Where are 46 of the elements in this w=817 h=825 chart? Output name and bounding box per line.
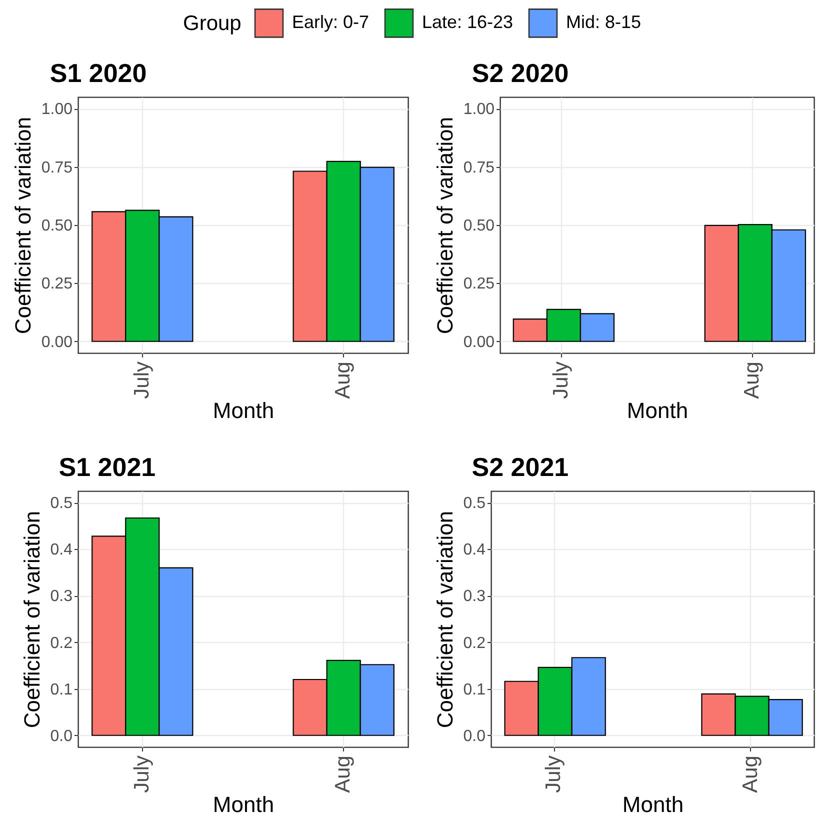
chart-title: S1 2020 (50, 58, 147, 88)
x-tick-label: Aug (740, 362, 764, 399)
y-tick-label: 0.0 (50, 728, 73, 745)
y-tick-label: 0.2 (463, 634, 486, 652)
y-tick-label: 0.3 (463, 588, 486, 606)
y-tick-label: 0.25 (41, 276, 73, 293)
x-tick-label: July (130, 755, 154, 793)
y-tick-label: 0.50 (41, 218, 73, 234)
legend-label: Late: 16-23 (422, 12, 514, 32)
x-axis-title: Month (212, 792, 274, 817)
y-tick-label: 1.00 (41, 101, 73, 118)
y-tick-label: 1.00 (463, 101, 495, 118)
x-tick-label: Aug (332, 756, 355, 793)
x-axis-title: Month (626, 398, 688, 423)
y-tick-label: 0.5 (463, 495, 486, 512)
x-axis-title: Month (622, 792, 684, 817)
y-tick-label: 0.25 (463, 276, 495, 293)
x-tick-label: Aug (738, 756, 762, 793)
y-tick-label: 0.5 (50, 495, 73, 512)
y-tick-label: 0.75 (41, 159, 73, 176)
y-tick-label: 0.3 (50, 588, 73, 606)
x-tick-label: July (130, 361, 154, 399)
chart-title: S1 2021 (58, 452, 156, 482)
y-tick-label: 0.1 (50, 681, 73, 698)
y-axis-title: Coefficient of variation (432, 116, 458, 334)
x-tick-label: July (549, 361, 572, 399)
legend-label: Early: 0-7 (292, 12, 370, 32)
y-tick-label: 0.1 (463, 681, 486, 698)
x-tick-label: Aug (332, 362, 355, 399)
y-tick-label: 0.4 (50, 542, 73, 559)
y-tick-label: 0.4 (463, 542, 486, 559)
y-axis-title: Coefficient of variation (432, 510, 458, 728)
legend-title: Group (183, 12, 242, 35)
x-tick-label: July (542, 755, 566, 793)
x-axis-title: Month (212, 398, 274, 423)
y-axis-title: Coefficient of variation (19, 510, 44, 728)
y-tick-label: 0.0 (463, 728, 486, 745)
y-axis-title: Coefficient of variation (10, 116, 36, 334)
y-tick-label: 0.00 (463, 334, 495, 351)
chart-title: S2 2021 (472, 452, 569, 482)
legend-label: Mid: 8-15 (566, 12, 642, 32)
y-tick-label: 0.75 (463, 159, 495, 176)
y-tick-label: 0.00 (41, 334, 73, 351)
y-tick-label: 0.50 (463, 218, 495, 234)
y-tick-label: 0.2 (50, 634, 73, 652)
chart-title: S2 2020 (472, 58, 569, 88)
